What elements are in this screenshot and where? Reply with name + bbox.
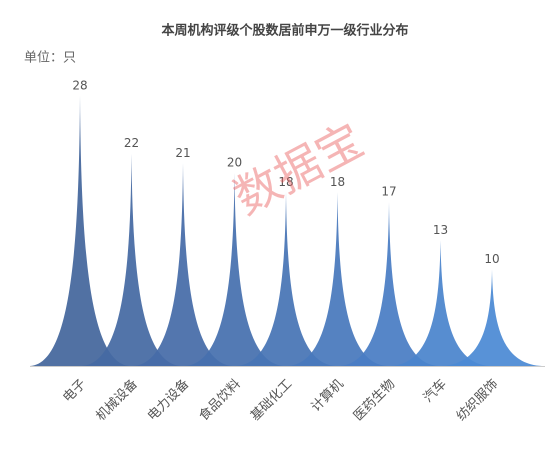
spike-bar bbox=[30, 95, 130, 367]
x-tick-label: 基础化工 bbox=[248, 377, 295, 424]
x-tick-label: 医药生物 bbox=[351, 377, 398, 424]
value-label: 28 bbox=[72, 78, 87, 92]
value-label: 10 bbox=[484, 252, 499, 266]
x-tick-label: 纺织服饰 bbox=[454, 377, 501, 424]
spike-bar bbox=[236, 192, 336, 366]
value-label: 13 bbox=[433, 223, 448, 237]
x-tick-label: 计算机 bbox=[309, 377, 347, 415]
chart-title: 本周机构评级个股数居前申万一级行业分布 bbox=[161, 23, 408, 39]
value-label: 22 bbox=[124, 136, 139, 150]
spike-bar bbox=[287, 192, 388, 366]
x-tick-label: 电力设备 bbox=[144, 376, 192, 424]
x-tick-label: 汽车 bbox=[420, 376, 450, 406]
spike-bar bbox=[390, 240, 491, 366]
x-tick-label: 电子 bbox=[60, 377, 89, 406]
spike-bar bbox=[442, 269, 542, 366]
watermark: 数据宝 bbox=[225, 113, 372, 225]
value-label: 18 bbox=[278, 175, 293, 189]
x-tick-label: 食品饮料 bbox=[196, 376, 244, 424]
spike-bar bbox=[81, 153, 182, 366]
x-tick-label: 机械设备 bbox=[93, 376, 141, 424]
value-label: 18 bbox=[330, 175, 345, 189]
spike-bar bbox=[339, 201, 439, 366]
unit-label: 单位：只 bbox=[24, 51, 76, 66]
spike-bar bbox=[133, 163, 233, 366]
spike-bar bbox=[184, 173, 285, 366]
value-label: 20 bbox=[227, 156, 242, 170]
value-label: 17 bbox=[381, 184, 396, 198]
value-label: 21 bbox=[175, 146, 190, 160]
